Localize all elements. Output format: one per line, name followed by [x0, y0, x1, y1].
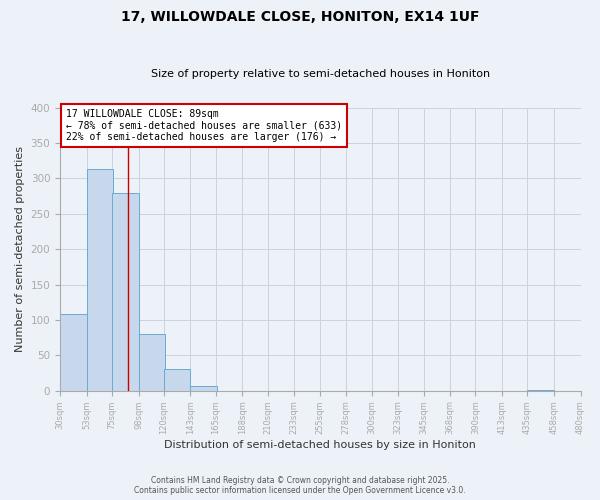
Bar	[164, 370, 190, 390]
Text: 17, WILLOWDALE CLOSE, HONITON, EX14 1UF: 17, WILLOWDALE CLOSE, HONITON, EX14 1UF	[121, 10, 479, 24]
Bar	[60, 314, 86, 390]
Title: Size of property relative to semi-detached houses in Honiton: Size of property relative to semi-detach…	[151, 69, 490, 79]
Y-axis label: Number of semi-detached properties: Number of semi-detached properties	[15, 146, 25, 352]
Bar	[112, 192, 139, 390]
X-axis label: Distribution of semi-detached houses by size in Honiton: Distribution of semi-detached houses by …	[164, 440, 476, 450]
Bar	[86, 169, 113, 390]
Bar	[139, 334, 165, 390]
Text: Contains HM Land Registry data © Crown copyright and database right 2025.
Contai: Contains HM Land Registry data © Crown c…	[134, 476, 466, 495]
Text: 17 WILLOWDALE CLOSE: 89sqm
← 78% of semi-detached houses are smaller (633)
22% o: 17 WILLOWDALE CLOSE: 89sqm ← 78% of semi…	[66, 109, 342, 142]
Bar	[190, 386, 217, 390]
